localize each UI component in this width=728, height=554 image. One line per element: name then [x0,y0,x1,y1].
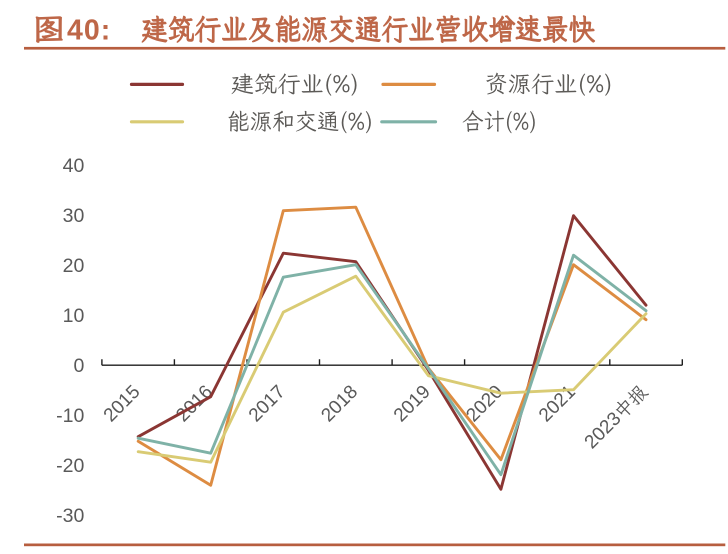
svg-text:40: 40 [63,155,85,177]
svg-text:0: 0 [73,355,84,377]
svg-text:-20: -20 [56,455,84,477]
svg-text:20: 20 [63,255,85,277]
svg-text:10: 10 [63,305,85,327]
svg-text:40:: 40: [67,15,111,47]
svg-text:-10: -10 [56,405,84,427]
svg-text:30: 30 [63,205,85,227]
svg-text:-30: -30 [56,505,84,527]
